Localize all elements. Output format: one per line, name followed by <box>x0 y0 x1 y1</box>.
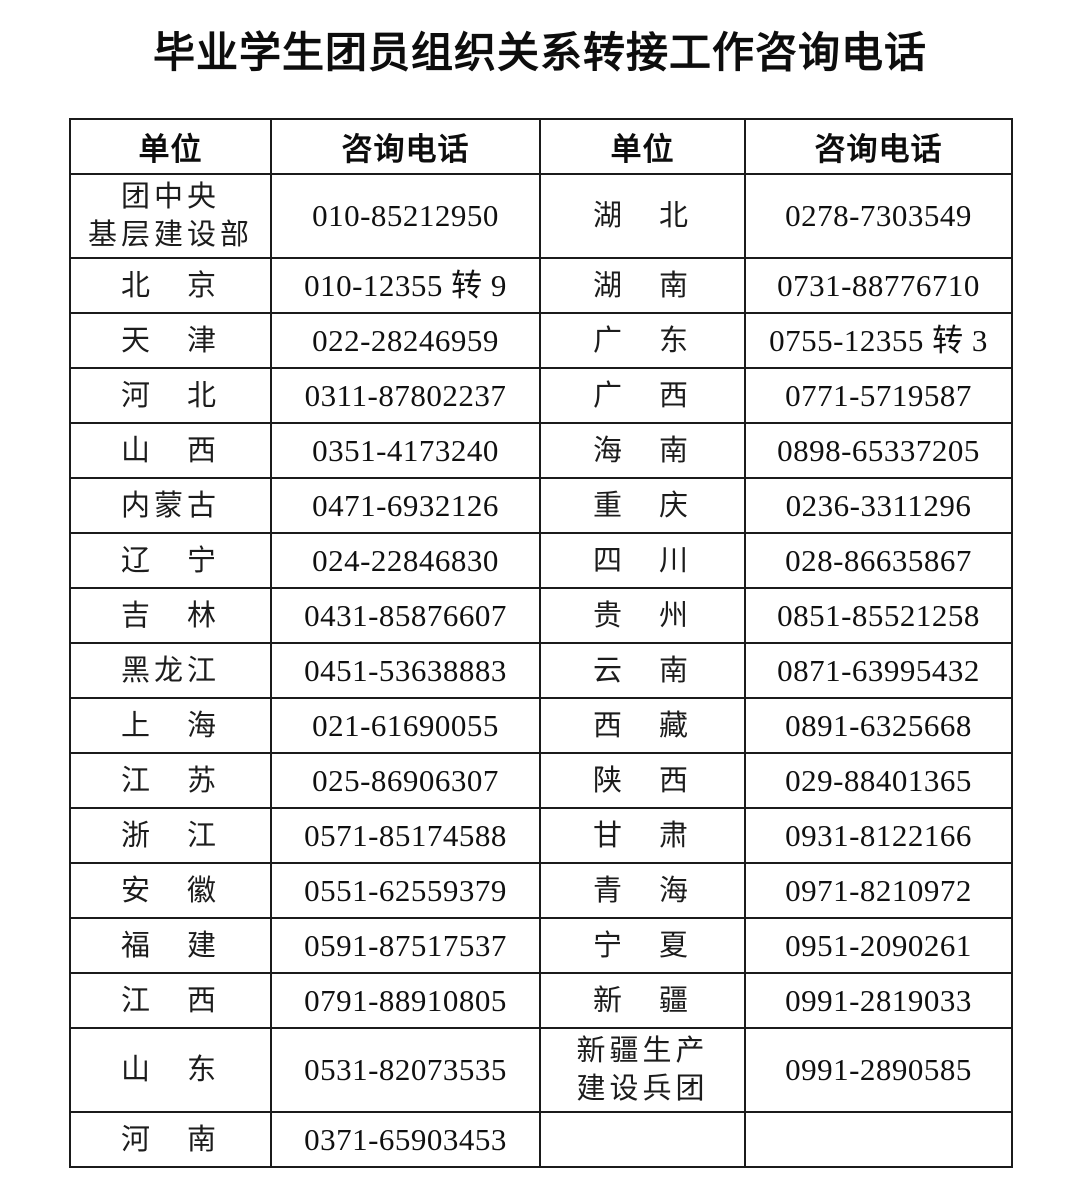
table-row: 山 西 0351-4173240 海 南 0898-65337205 <box>69 422 1013 480</box>
phone-cell: 0991-2890585 <box>744 1027 1013 1114</box>
phone-cell: 0931-8122166 <box>744 807 1013 865</box>
phone-cell: 0771-5719587 <box>744 367 1013 425</box>
unit-cell: 内蒙古 <box>69 477 272 535</box>
unit-cell: 吉 林 <box>69 587 272 645</box>
unit-cell <box>539 1111 746 1169</box>
phone-cell: 0351-4173240 <box>270 422 541 480</box>
phone-cell <box>744 1111 1013 1169</box>
unit-cell: 广 东 <box>539 312 746 370</box>
unit-cell: 广 西 <box>539 367 746 425</box>
phone-cell: 0951-2090261 <box>744 917 1013 975</box>
unit-cell: 黑龙江 <box>69 642 272 700</box>
phone-cell: 010-85212950 <box>270 173 541 260</box>
header-unit-left: 单位 <box>69 118 272 176</box>
table-row: 安 徽 0551-62559379 青 海 0971-8210972 <box>69 862 1013 920</box>
phone-cell: 0591-87517537 <box>270 917 541 975</box>
table-row: 山 东 0531-82073535 新疆生产 建设兵团 0991-2890585 <box>69 1027 1013 1114</box>
phone-cell: 0971-8210972 <box>744 862 1013 920</box>
phone-cell: 0891-6325668 <box>744 697 1013 755</box>
table-row: 黑龙江 0451-53638883 云 南 0871-63995432 <box>69 642 1013 700</box>
phone-cell: 0311-87802237 <box>270 367 541 425</box>
phone-cell: 0551-62559379 <box>270 862 541 920</box>
unit-cell: 安 徽 <box>69 862 272 920</box>
unit-cell: 宁 夏 <box>539 917 746 975</box>
phone-directory-table: 单位 咨询电话 单位 咨询电话 团中央 基层建设部 010-85212950 湖 北… <box>69 118 1013 1169</box>
unit-cell: 新 疆 <box>539 972 746 1030</box>
phone-cell: 0278-7303549 <box>744 173 1013 260</box>
phone-cell: 0451-53638883 <box>270 642 541 700</box>
unit-cell: 山 西 <box>69 422 272 480</box>
unit-cell: 河 南 <box>69 1111 272 1169</box>
phone-cell: 021-61690055 <box>270 697 541 755</box>
table-row: 河 北 0311-87802237 广 西 0771-5719587 <box>69 367 1013 425</box>
phone-cell: 0731-88776710 <box>744 257 1013 315</box>
phone-cell: 029-88401365 <box>744 752 1013 810</box>
table-row: 江 苏 025-86906307 陕 西 029-88401365 <box>69 752 1013 810</box>
table-row: 天 津 022-28246959 广 东 0755-12355 转 3 <box>69 312 1013 370</box>
header-row: 单位 咨询电话 单位 咨询电话 <box>69 118 1013 176</box>
phone-cell: 0871-63995432 <box>744 642 1013 700</box>
unit-cell: 重 庆 <box>539 477 746 535</box>
table-row: 上 海 021-61690055 西 藏 0891-6325668 <box>69 697 1013 755</box>
phone-cell: 0791-88910805 <box>270 972 541 1030</box>
unit-cell: 西 藏 <box>539 697 746 755</box>
phone-cell: 0431-85876607 <box>270 587 541 645</box>
unit-cell: 上 海 <box>69 697 272 755</box>
unit-cell: 天 津 <box>69 312 272 370</box>
unit-cell: 四 川 <box>539 532 746 590</box>
phone-cell: 0571-85174588 <box>270 807 541 865</box>
table-row: 内蒙古 0471-6932126 重 庆 0236-3311296 <box>69 477 1013 535</box>
table-header: 单位 咨询电话 单位 咨询电话 <box>69 118 1013 176</box>
phone-cell: 0851-85521258 <box>744 587 1013 645</box>
unit-cell: 辽 宁 <box>69 532 272 590</box>
unit-cell: 江 西 <box>69 972 272 1030</box>
unit-cell: 新疆生产 建设兵团 <box>539 1027 746 1114</box>
header-unit-right: 单位 <box>539 118 746 176</box>
page-title: 毕业学生团员组织关系转接工作咨询电话 <box>152 31 927 77</box>
unit-cell: 贵 州 <box>539 587 746 645</box>
unit-cell: 福 建 <box>69 917 272 975</box>
phone-cell: 010-12355 转 9 <box>270 257 541 315</box>
phone-cell: 0371-65903453 <box>270 1111 541 1169</box>
phone-cell: 0991-2819033 <box>744 972 1013 1030</box>
unit-cell: 陕 西 <box>539 752 746 810</box>
table-row: 江 西 0791-88910805 新 疆 0991-2819033 <box>69 972 1013 1030</box>
unit-cell: 甘 肃 <box>539 807 746 865</box>
unit-cell: 湖 南 <box>539 257 746 315</box>
table-row: 辽 宁 024-22846830 四 川 028-86635867 <box>69 532 1013 590</box>
table-row: 福 建 0591-87517537 宁 夏 0951-2090261 <box>69 917 1013 975</box>
unit-cell: 江 苏 <box>69 752 272 810</box>
unit-cell: 青 海 <box>539 862 746 920</box>
phone-cell: 0236-3311296 <box>744 477 1013 535</box>
table-row: 浙 江 0571-85174588 甘 肃 0931-8122166 <box>69 807 1013 865</box>
unit-cell: 浙 江 <box>69 807 272 865</box>
unit-cell: 海 南 <box>539 422 746 480</box>
header-phone-left: 咨询电话 <box>270 118 541 176</box>
table-row: 团中央 基层建设部 010-85212950 湖 北 0278-7303549 <box>69 173 1013 260</box>
unit-cell: 河 北 <box>69 367 272 425</box>
unit-cell: 云 南 <box>539 642 746 700</box>
unit-cell: 团中央 基层建设部 <box>69 173 272 260</box>
phone-cell: 0531-82073535 <box>270 1027 541 1114</box>
phone-cell: 0898-65337205 <box>744 422 1013 480</box>
header-phone-right: 咨询电话 <box>744 118 1013 176</box>
phone-cell: 022-28246959 <box>270 312 541 370</box>
phone-cell: 028-86635867 <box>744 532 1013 590</box>
phone-cell: 024-22846830 <box>270 532 541 590</box>
phone-cell: 0471-6932126 <box>270 477 541 535</box>
unit-cell: 湖 北 <box>539 173 746 260</box>
table-row: 吉 林 0431-85876607 贵 州 0851-85521258 <box>69 587 1013 645</box>
phone-cell: 025-86906307 <box>270 752 541 810</box>
table-row: 河 南 0371-65903453 <box>69 1111 1013 1169</box>
unit-cell: 北 京 <box>69 257 272 315</box>
phone-cell: 0755-12355 转 3 <box>744 312 1013 370</box>
unit-cell: 山 东 <box>69 1027 272 1114</box>
